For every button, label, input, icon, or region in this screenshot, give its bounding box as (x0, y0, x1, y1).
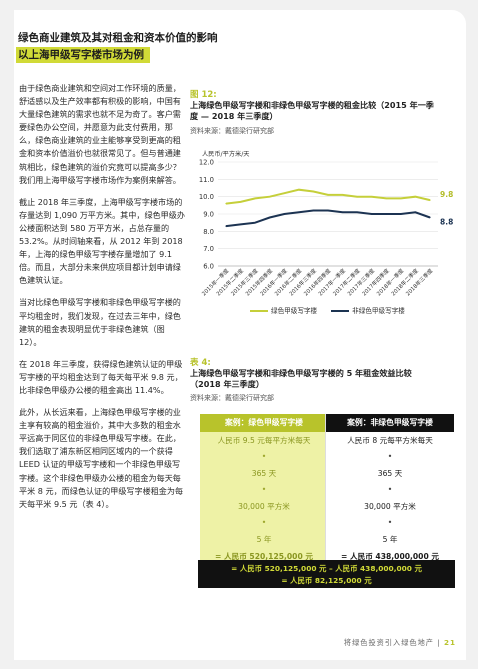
data-point (225, 203, 227, 205)
multiply-dot: • (387, 518, 393, 527)
data-point (400, 213, 402, 215)
legend-item-green: 绿色甲级写字楼 (250, 305, 317, 315)
table-source: 资料来源：戴德梁行研究部 (190, 394, 274, 402)
legend-label: 非绿色甲级写字楼 (352, 307, 405, 315)
multiply-dot: • (387, 452, 393, 461)
data-point (283, 192, 285, 194)
difference-result: = 人民币 82,125,000 元 (281, 576, 372, 585)
years-value: 5 年 (256, 535, 272, 544)
data-point (429, 199, 431, 201)
days-value: 365 天 (251, 469, 277, 478)
data-point (225, 225, 227, 227)
legend-label: 绿色甲级写字楼 (271, 307, 318, 315)
data-point (371, 196, 373, 198)
series-end-label: 9.8 (440, 190, 453, 199)
y-tick-label: 10.0 (199, 193, 214, 201)
paragraph: 当对比绿色甲级写字楼和非绿色甲级写字楼的平均租金时，我们发现，在过去三年中，绿色… (19, 297, 181, 347)
data-point (327, 194, 329, 196)
legend-swatch (331, 310, 350, 312)
paragraph: 截止 2018 年三季度，上海甲级写字楼市场的存量达到 1,090 万平方米。其… (19, 196, 185, 286)
data-point (312, 190, 315, 193)
data-point (239, 223, 242, 225)
multiply-dot: • (261, 452, 267, 461)
page-footer: 将绿色投资引入绿色地产 | 21 (343, 638, 456, 647)
data-point (312, 209, 315, 212)
data-point (298, 189, 300, 191)
body-text-column: 由于绿色商业建筑和空间对工作环境的质量，舒适感以及生产效率都有积极的影响，中国有… (19, 82, 185, 520)
non-green-case-header: 案例：非绿色甲级写字楼 (326, 414, 454, 432)
data-point (254, 197, 256, 199)
y-tick-label: 8.0 (203, 228, 214, 236)
table-title: 上海绿色甲级写字楼和非绿色甲级写字楼的 5 年租金效益比较（2018 年三季度） (190, 368, 412, 389)
data-point (254, 222, 256, 224)
data-point (356, 196, 358, 198)
non-green-case-card: 案例：非绿色甲级写字楼 人民币 8 元每平方米每天 • 365 天 • 30,0… (325, 414, 454, 562)
green-case-body: 人民币 9.5 元每平方米每天 • 365 天 • 30,000 平方米 • 5… (200, 432, 328, 562)
figure-source: 资料来源：戴德梁行研究部 (190, 127, 274, 135)
total-value: = 人民币 438,000,000 元 (341, 552, 439, 561)
y-tick-label: 6.0 (203, 263, 214, 271)
area-value: 30,000 平方米 (364, 502, 416, 511)
total-value: = 人民币 520,125,000 元 (215, 552, 313, 561)
legend-item-other: 非绿色甲级写字楼 (331, 305, 405, 315)
figure-title: 上海绿色甲级写字楼和非绿色甲级写字楼的租金比较（2015 年一季度 — 2018… (190, 100, 434, 121)
paragraph: 由于绿色商业建筑和空间对工作环境的质量，舒适感以及生产效率都有积极的影响，中国有… (19, 83, 181, 185)
footer-text: 将绿色投资引入绿色地产 (343, 638, 434, 647)
series-line (225, 209, 431, 228)
table-tag: 表 4: (190, 358, 211, 368)
difference-line: = 人民币 520,125,000 元 – 人民币 438,000,000 元 (231, 564, 422, 573)
years-value: 5 年 (382, 535, 398, 544)
data-point (269, 216, 271, 219)
data-point (356, 211, 358, 213)
chart-legend: 绿色甲级写字楼 非绿色甲级写字楼 (250, 305, 405, 315)
rent-value: 人民币 8 元每平方米每天 (347, 436, 433, 445)
data-point (400, 197, 402, 199)
multiply-dot: • (261, 518, 267, 527)
days-value: 365 天 (377, 469, 403, 478)
y-tick-label: 7.0 (203, 245, 214, 253)
data-point (239, 201, 242, 203)
data-point (269, 196, 271, 198)
data-point (429, 216, 431, 219)
paragraph: 此外，从长远来看，上海绿色甲级写字楼的业主享有较高的租金溢价，其中大多数的租金水… (19, 407, 184, 509)
y-tick-label: 9.0 (203, 211, 214, 219)
rent-value: 人民币 9.5 元每平方米每天 (217, 436, 311, 445)
series-end-label: 8.8 (440, 217, 453, 226)
y-axis-label: 人民币/平方米/天 (202, 150, 249, 158)
green-case-card: 案例：绿色甲级写字楼 人民币 9.5 元每平方米每天 • 365 天 • 30,… (200, 414, 328, 562)
y-tick-label: 12.0 (199, 159, 214, 167)
difference-box: = 人民币 520,125,000 元 – 人民币 438,000,000 元 … (198, 560, 455, 588)
page-number: 21 (443, 638, 456, 647)
paragraph: 在 2018 年三季度，获得绿色建筑认证的甲级写字楼的平均租金达到了每天每平米 … (19, 358, 183, 395)
rent-line-chart: 人民币/平方米/天12.011.010.09.08.07.06.02015年一季… (199, 150, 453, 297)
page-title: 绿色商业建筑及其对租金和资本价值的影响 (18, 32, 218, 44)
figure-tag: 图 12: (190, 90, 217, 100)
data-point (371, 213, 373, 215)
area-value: 30,000 平方米 (238, 502, 290, 511)
data-point (283, 213, 285, 215)
green-case-header: 案例：绿色甲级写字楼 (200, 414, 328, 432)
data-point (414, 211, 417, 213)
multiply-dot: • (387, 485, 393, 494)
data-point (341, 194, 344, 196)
data-point (414, 196, 417, 198)
data-point (298, 211, 300, 213)
data-point (385, 213, 387, 215)
non-green-case-body: 人民币 8 元每平方米每天 • 365 天 • 30,000 平方米 • 5 年… (326, 432, 454, 562)
page-subtitle: 以上海甲级写字楼市场为例 (16, 47, 150, 63)
legend-swatch (250, 310, 268, 312)
data-point (385, 197, 387, 199)
multiply-dot: • (261, 485, 267, 494)
y-tick-label: 11.0 (199, 176, 214, 184)
data-point (327, 209, 329, 212)
data-point (341, 211, 344, 213)
